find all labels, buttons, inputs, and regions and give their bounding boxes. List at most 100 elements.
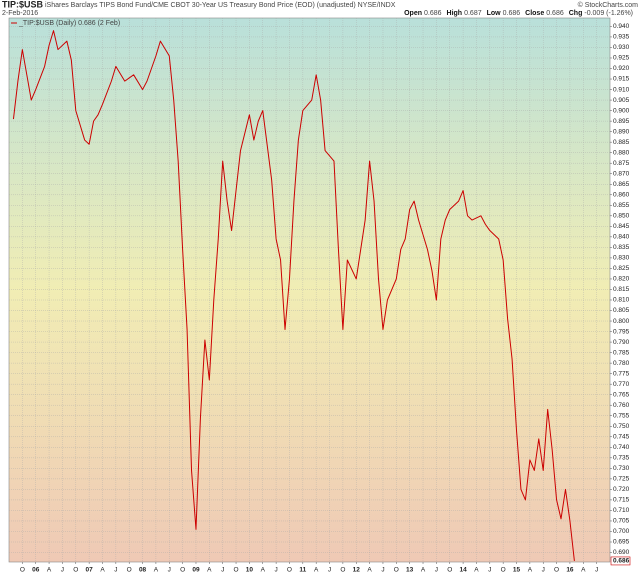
x-tick-label: J — [381, 567, 384, 574]
y-tick-label: 0.745 — [613, 434, 630, 441]
y-tick-label: 0.770 — [613, 381, 630, 388]
chart-title: TIP:$USB — [2, 0, 44, 9]
y-tick-label: 0.815 — [613, 286, 630, 293]
y-tick-label: 0.880 — [613, 149, 630, 156]
y-tick-label: 0.785 — [613, 349, 630, 356]
ohlc-value: 0.686 — [424, 10, 442, 17]
x-tick-label: A — [207, 567, 212, 574]
x-tick-label: J — [221, 567, 224, 574]
y-tick-label: 0.885 — [613, 139, 630, 146]
x-tick-label: 09 — [192, 567, 200, 574]
x-tick-label: O — [20, 567, 25, 574]
x-tick-label: A — [154, 567, 159, 574]
y-tick-label: 0.860 — [613, 191, 630, 198]
x-tick-label: O — [340, 567, 345, 574]
y-tick-label: 0.925 — [613, 55, 630, 62]
ohlc-value: 0.687 — [464, 10, 482, 17]
y-tick-label: 0.705 — [613, 518, 630, 525]
y-tick-label: 0.870 — [613, 170, 630, 177]
y-tick-label: 0.825 — [613, 265, 630, 272]
legend-label: _TIP:$USB (Daily) 0.686 (2 Feb) — [18, 20, 120, 27]
y-tick-label: 0.810 — [613, 297, 630, 304]
y-tick-label: 0.775 — [613, 370, 630, 377]
y-tick-label: 0.755 — [613, 412, 630, 419]
y-tick-label: 0.695 — [613, 539, 630, 546]
price-line — [12, 30, 575, 562]
date: 2-Feb-2016 — [2, 10, 38, 17]
x-tick-label: 16 — [566, 567, 574, 574]
y-tick-label: 0.895 — [613, 118, 630, 125]
x-tick-label: O — [127, 567, 132, 574]
ohlc-label: Low — [487, 10, 502, 17]
y-tick-label: 0.840 — [613, 234, 630, 241]
y-tick-label: 0.830 — [613, 255, 630, 262]
x-tick-label: O — [501, 567, 506, 574]
y-tick-label: 0.920 — [613, 65, 630, 72]
x-tick-label: O — [554, 567, 559, 574]
last-value-label: 0.686 — [613, 558, 630, 565]
ohlc-value: -0.009 (-1.26%) — [584, 10, 633, 17]
x-tick-label: O — [394, 567, 399, 574]
axes: 0.690 0.695 0.700 0.705 0.710 0.715 0.720 0.725… — [20, 23, 631, 574]
y-tick-label: 0.910 — [613, 86, 630, 93]
ohlc-label: Close — [525, 10, 544, 17]
chart-subtitle: iShares Barclays TIPS Bond Fund/CME CBOT… — [45, 2, 396, 9]
y-tick-label: 0.805 — [613, 307, 630, 314]
y-tick-label: 0.690 — [613, 549, 630, 556]
y-tick-label: 0.800 — [613, 318, 630, 325]
x-tick-label: A — [47, 567, 52, 574]
x-tick-label: 14 — [459, 567, 467, 574]
y-tick-label: 0.875 — [613, 160, 630, 167]
ohlc-label: High — [447, 10, 463, 17]
y-tick-label: 0.795 — [613, 328, 630, 335]
x-tick-label: J — [595, 567, 598, 574]
y-tick-label: 0.790 — [613, 339, 630, 346]
y-tick-label: 0.740 — [613, 444, 630, 451]
x-tick-label: O — [234, 567, 239, 574]
x-tick-label: 07 — [86, 567, 94, 574]
x-tick-label: A — [581, 567, 586, 574]
y-tick-label: 0.710 — [613, 507, 630, 514]
y-tick-label: 0.725 — [613, 476, 630, 483]
x-tick-label: J — [61, 567, 64, 574]
y-tick-label: 0.820 — [613, 276, 630, 283]
x-tick-label: 06 — [32, 567, 40, 574]
x-tick-label: O — [287, 567, 292, 574]
ohlc-value: 0.686 — [503, 10, 521, 17]
x-tick-label: 10 — [246, 567, 254, 574]
x-tick-label: 15 — [513, 567, 521, 574]
x-tick-label: J — [488, 567, 491, 574]
ohlc-readout: Open 0.686 High 0.687 Low 0.686 Close 0.686 Chg -… — [404, 10, 633, 17]
x-tick-label: J — [114, 567, 117, 574]
x-tick-label: O — [447, 567, 452, 574]
y-tick-label: 0.930 — [613, 44, 630, 51]
x-tick-label: A — [528, 567, 533, 574]
x-tick-label: 11 — [299, 567, 306, 574]
y-tick-label: 0.890 — [613, 128, 630, 135]
x-tick-label: 13 — [406, 567, 414, 574]
x-tick-label: O — [180, 567, 185, 574]
y-tick-label: 0.940 — [613, 23, 630, 30]
x-tick-label: J — [274, 567, 277, 574]
plot-area — [8, 17, 611, 563]
x-tick-label: A — [261, 567, 266, 574]
y-tick-label: 0.750 — [613, 423, 630, 430]
x-tick-label: A — [314, 567, 319, 574]
x-tick-label: A — [367, 567, 372, 574]
lines — [12, 30, 575, 562]
y-tick-label: 0.715 — [613, 497, 630, 504]
x-tick-label: 08 — [139, 567, 147, 574]
y-tick-label: 0.760 — [613, 402, 630, 409]
x-tick-label: J — [168, 567, 171, 574]
x-tick-label: J — [542, 567, 545, 574]
y-tick-label: 0.845 — [613, 223, 630, 230]
x-tick-label: J — [328, 567, 331, 574]
y-tick-label: 0.850 — [613, 213, 630, 220]
y-tick-label: 0.915 — [613, 76, 630, 83]
last-value-box — [610, 556, 631, 566]
y-tick-label: 0.780 — [613, 360, 630, 367]
y-tick-label: 0.900 — [613, 107, 630, 114]
y-tick-label: 0.835 — [613, 244, 630, 251]
x-tick-label: A — [100, 567, 105, 574]
